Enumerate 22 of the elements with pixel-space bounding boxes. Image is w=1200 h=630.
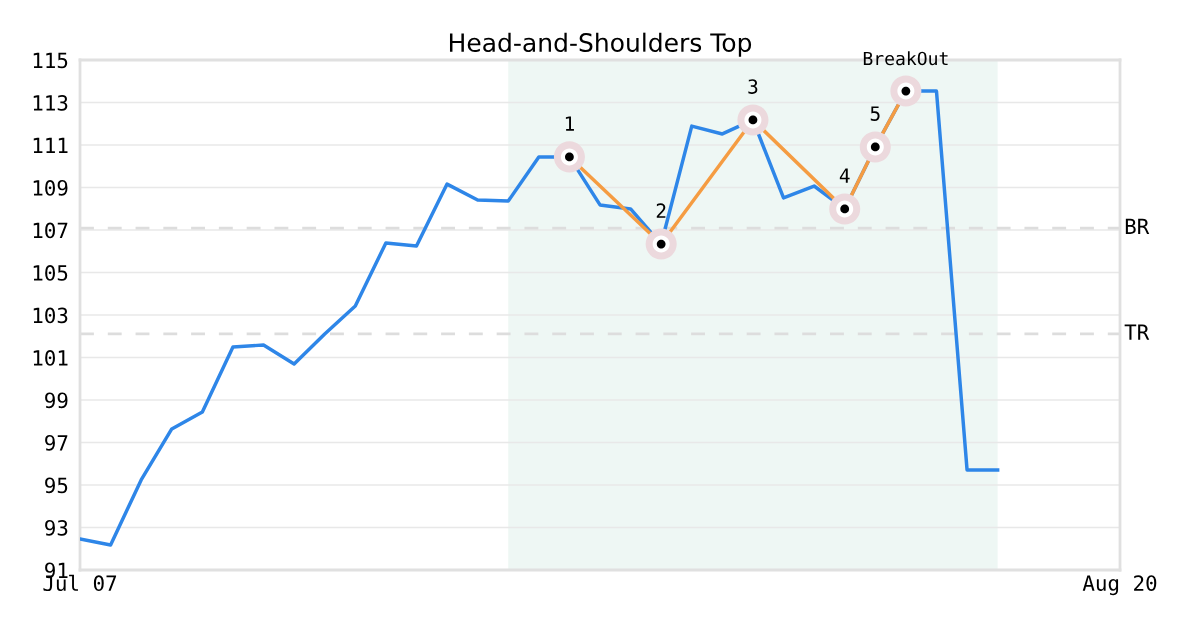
y-tick-label: 105 bbox=[33, 265, 68, 281]
x-tick-label: Aug 20 bbox=[1082, 575, 1157, 596]
y-tick-label: 93 bbox=[45, 520, 68, 536]
y-tick-label: 115 bbox=[33, 52, 68, 69]
annotation: BreakOut bbox=[863, 51, 948, 66]
annotation: 3 bbox=[748, 79, 758, 94]
annotation: 5 bbox=[870, 106, 880, 121]
y-tick-label: 97 bbox=[45, 435, 68, 451]
annotation: 1 bbox=[565, 116, 574, 131]
y-tick-label: 109 bbox=[33, 180, 68, 196]
y-tick-label: 99 bbox=[45, 392, 68, 409]
annotation: 2 bbox=[656, 203, 666, 218]
annotation: 4 bbox=[839, 168, 850, 183]
chart-title: Head-and-Shoulders Top bbox=[449, 32, 752, 57]
y-tick-label: 95 bbox=[45, 477, 68, 494]
ref-line-label: TR bbox=[1124, 324, 1150, 340]
y-tick-label: 103 bbox=[33, 307, 68, 324]
ref-line-label: BR bbox=[1125, 218, 1150, 234]
y-tick-label: 113 bbox=[33, 95, 68, 111]
y-tick-label: 101 bbox=[33, 350, 68, 366]
y-tick-label: 111 bbox=[33, 137, 68, 153]
y-tick-label: 107 bbox=[33, 222, 68, 239]
